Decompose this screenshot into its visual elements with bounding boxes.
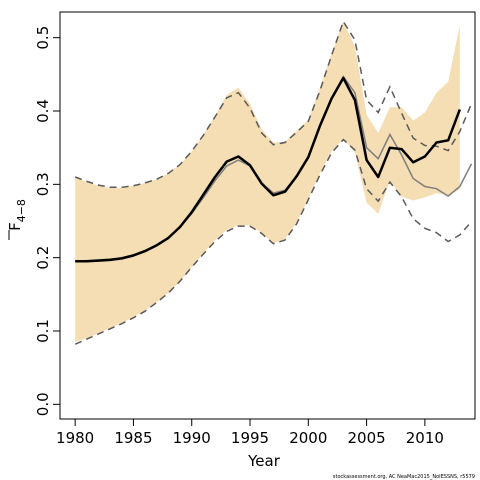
y-axis-title-main: F: [6, 222, 24, 231]
y-tick-label: 0.3: [34, 172, 52, 196]
x-axis-title: Year: [247, 452, 281, 470]
footnote: stockassessment.org, AC NeaMac2015_NoIES…: [333, 474, 475, 480]
confidence-band: [75, 21, 460, 342]
dashed-lower-line: [74, 138, 473, 345]
y-tick-label: 0.4: [34, 99, 52, 123]
y-tick-label: 0.2: [34, 246, 52, 270]
x-tick-label: 2000: [289, 429, 327, 447]
y-axis-title: F4−8: [6, 199, 28, 240]
x-tick-label: 2010: [406, 429, 444, 447]
y-tick-label: 0.5: [34, 26, 52, 50]
x-tick-label: 2005: [347, 429, 385, 447]
y-tick-label: 0.1: [34, 319, 52, 343]
y-tick-label: 0.0: [34, 392, 52, 416]
x-axis: 1980 1985 1990 1995 2000 2005 2010: [56, 418, 444, 447]
y-axis: 0.0 0.1 0.2 0.3 0.4 0.5: [34, 26, 61, 416]
estimate-line: [75, 76, 461, 263]
plot-content: [74, 19, 473, 345]
svg-text:F4−8: F4−8: [6, 199, 28, 231]
x-tick-label: 1985: [114, 429, 152, 447]
x-tick-label: 1980: [56, 429, 94, 447]
dashed-upper-line: [74, 19, 473, 189]
y-axis-title-sub: 4−8: [15, 199, 28, 222]
x-tick-label: 1990: [173, 429, 211, 447]
x-tick-label: 1995: [231, 429, 269, 447]
